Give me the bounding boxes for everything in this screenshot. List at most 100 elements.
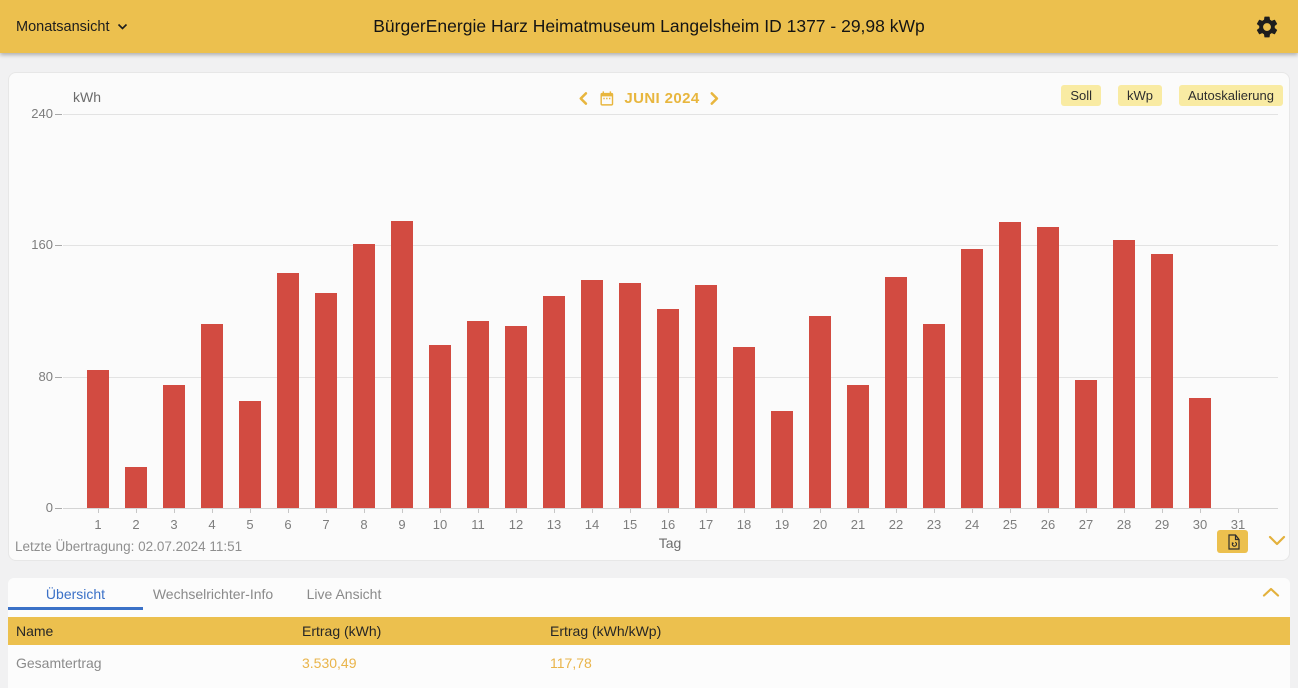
x-tick-mark (1124, 509, 1125, 513)
header-ertrag-kwh: Ertrag (kWh) (302, 623, 382, 639)
bar-day-15[interactable] (619, 283, 641, 508)
bar-day-23[interactable] (923, 324, 945, 508)
soll-button[interactable]: Soll (1061, 85, 1101, 106)
bar-day-29[interactable] (1151, 253, 1173, 508)
y-tick-label-240: 240 (31, 106, 53, 121)
x-tick-label-8: 8 (360, 517, 368, 532)
bar-day-24[interactable] (961, 248, 983, 508)
bar-day-21[interactable] (847, 384, 869, 508)
x-tick-label-23: 23 (926, 517, 942, 532)
gear-icon (1256, 16, 1278, 38)
bar-day-13[interactable] (543, 296, 565, 508)
x-tick-label-14: 14 (584, 517, 600, 532)
x-tick-label-21: 21 (850, 517, 866, 532)
top-bar: Monatsansicht BürgerEnergie Harz Heimatm… (0, 0, 1298, 53)
kwp-button[interactable]: kWp (1118, 85, 1162, 106)
chart-toolbar: Soll kWp Autoskalierung (1061, 85, 1283, 106)
bar-day-3[interactable] (163, 384, 185, 508)
header-ertrag-kwh-kwp: Ertrag (kWh/kWp) (550, 623, 662, 639)
x-tick-mark (668, 509, 669, 513)
x-axis-title: Tag (658, 535, 682, 551)
collapse-chart-chevron-down-icon[interactable] (1267, 534, 1287, 547)
bar-day-25[interactable] (999, 222, 1021, 508)
bar-day-27[interactable] (1075, 379, 1097, 508)
bar-day-16[interactable] (657, 309, 679, 508)
next-month-icon[interactable] (709, 91, 721, 106)
x-tick-mark (364, 509, 365, 513)
bar-day-26[interactable] (1037, 227, 1059, 508)
month-label[interactable]: JUNI 2024 (624, 90, 700, 107)
x-tick-mark (972, 509, 973, 513)
x-tick-mark (630, 509, 631, 513)
x-tick-mark (478, 509, 479, 513)
bar-day-11[interactable] (467, 320, 489, 508)
x-tick-label-28: 28 (1116, 517, 1132, 532)
x-tick-label-15: 15 (622, 517, 638, 532)
x-tick-mark (934, 509, 935, 513)
x-tick-label-1: 1 (94, 517, 102, 532)
file-export-icon (1227, 533, 1240, 550)
collapse-panel-chevron-up-icon[interactable] (1262, 587, 1280, 598)
bar-day-14[interactable] (581, 279, 603, 508)
row-ertrag-kwh: 3.530,49 (302, 655, 357, 671)
x-tick-mark (402, 509, 403, 513)
y-tick-label-160: 160 (31, 237, 53, 253)
x-tick-label-31: 31 (1230, 517, 1246, 532)
bar-day-19[interactable] (771, 411, 793, 508)
gridline-160 (63, 245, 1278, 247)
month-navigation: JUNI 2024 (577, 90, 720, 107)
x-tick-label-2: 2 (132, 517, 140, 532)
x-tick-mark (516, 509, 517, 513)
x-tick-mark (1086, 509, 1087, 513)
x-tick-label-22: 22 (888, 517, 904, 532)
bar-day-2[interactable] (125, 466, 147, 508)
bar-day-8[interactable] (353, 243, 375, 508)
x-tick-mark (782, 509, 783, 513)
x-tick-mark (288, 509, 289, 513)
bar-day-22[interactable] (885, 276, 907, 508)
bar-day-1[interactable] (87, 370, 109, 508)
x-tick-mark (1010, 509, 1011, 513)
x-tick-mark (1200, 509, 1201, 513)
bar-day-12[interactable] (505, 325, 527, 508)
y-axis-unit-label: kWh (73, 89, 101, 105)
x-tick-label-19: 19 (774, 517, 790, 532)
export-report-button[interactable] (1217, 530, 1248, 553)
bar-day-5[interactable] (239, 401, 261, 508)
view-mode-selector[interactable]: Monatsansicht (16, 19, 128, 35)
x-tick-label-17: 17 (698, 517, 714, 532)
bar-day-7[interactable] (315, 292, 337, 508)
bar-day-18[interactable] (733, 347, 755, 508)
bar-day-9[interactable] (391, 220, 413, 508)
bar-day-20[interactable] (809, 315, 831, 508)
x-tick-mark (592, 509, 593, 513)
y-tick-mark (55, 245, 62, 247)
tab-wechselrichter-info[interactable]: Wechselrichter-Info (152, 586, 274, 602)
x-tick-label-10: 10 (432, 517, 448, 532)
last-transmission-text: Letzte Übertragung: 02.07.2024 11:51 (15, 539, 243, 554)
x-tick-label-30: 30 (1192, 517, 1208, 532)
autoscale-button[interactable]: Autoskalierung (1179, 85, 1283, 106)
x-tick-label-16: 16 (660, 517, 676, 532)
x-tick-mark (744, 509, 745, 513)
x-tick-label-7: 7 (322, 517, 330, 532)
bar-day-6[interactable] (277, 273, 299, 508)
tab-uebersicht[interactable]: Übersicht (8, 578, 143, 610)
x-tick-label-5: 5 (246, 517, 254, 532)
settings-button[interactable] (1254, 14, 1280, 40)
y-tick-mark (55, 508, 62, 509)
tab-live-ansicht[interactable]: Live Ansicht (306, 586, 382, 602)
bar-day-28[interactable] (1113, 240, 1135, 508)
x-tick-label-18: 18 (736, 517, 752, 532)
calendar-icon (600, 91, 614, 106)
x-tick-label-11: 11 (471, 517, 485, 532)
x-tick-mark (554, 509, 555, 513)
bar-day-17[interactable] (695, 284, 717, 508)
row-name: Gesamtertrag (16, 655, 102, 671)
bar-day-10[interactable] (429, 345, 451, 508)
x-tick-mark (1162, 509, 1163, 513)
x-tick-mark (858, 509, 859, 513)
bar-day-30[interactable] (1189, 398, 1211, 508)
prev-month-icon[interactable] (577, 91, 589, 106)
bar-day-4[interactable] (201, 324, 223, 508)
